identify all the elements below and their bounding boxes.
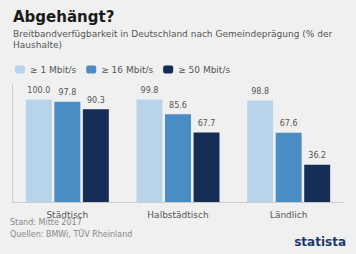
svg-text:90.3: 90.3 — [87, 96, 105, 105]
svg-text:Abgehängt?: Abgehängt? — [13, 8, 114, 26]
svg-text:100.0: 100.0 — [27, 86, 50, 95]
svg-text:67.7: 67.7 — [198, 119, 216, 128]
svg-text:97.8: 97.8 — [58, 88, 76, 97]
svg-text:36.2: 36.2 — [308, 151, 326, 160]
svg-text:Quellen: BMWi, TÜV Rheinland: Quellen: BMWi, TÜV Rheinland — [10, 229, 132, 239]
svg-text:statista: statista — [294, 235, 346, 249]
svg-text:Halbstädtisch: Halbstädtisch — [147, 210, 208, 220]
svg-text:≥ 1 Mbit/s: ≥ 1 Mbit/s — [30, 65, 77, 75]
svg-text:Ländlich: Ländlich — [270, 210, 308, 220]
svg-text:67.6: 67.6 — [280, 119, 298, 128]
svg-text:Breitbandverfügbarkeit in Deut: Breitbandverfügbarkeit in Deutschland na… — [13, 29, 335, 39]
svg-text:Haushalte): Haushalte) — [13, 40, 62, 50]
svg-text:≥ 50 Mbit/s: ≥ 50 Mbit/s — [178, 65, 230, 75]
svg-text:98.8: 98.8 — [251, 87, 269, 96]
svg-text:85.6: 85.6 — [169, 101, 187, 110]
svg-text:Stand: Mitte 2017: Stand: Mitte 2017 — [10, 217, 82, 227]
svg-text:99.8: 99.8 — [141, 86, 159, 95]
svg-text:≥ 16 Mbit/s: ≥ 16 Mbit/s — [101, 65, 153, 75]
svg-text:Städtisch: Städtisch — [46, 210, 88, 220]
